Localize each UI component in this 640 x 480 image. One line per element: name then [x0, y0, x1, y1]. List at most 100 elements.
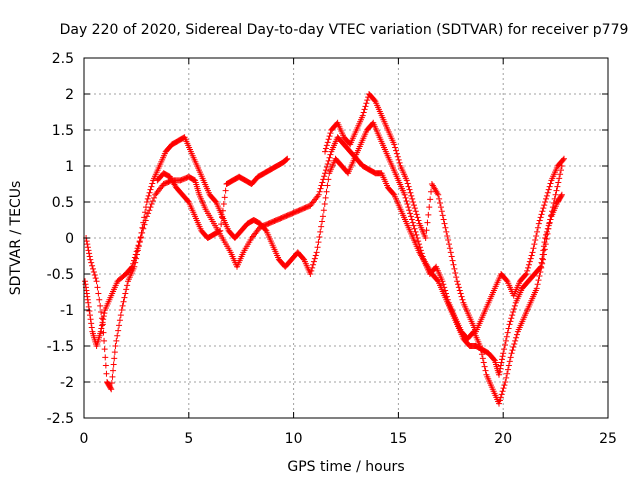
data-point [218, 221, 225, 228]
data-point [536, 217, 543, 224]
data-point [443, 290, 450, 297]
data-point [529, 249, 536, 256]
data-point [403, 197, 410, 204]
data-point [326, 133, 333, 140]
data-point [318, 223, 325, 230]
data-point [504, 370, 511, 377]
data-point [410, 222, 417, 229]
data-point [309, 264, 316, 271]
data-point [435, 191, 442, 198]
chart-title: Day 220 of 2020, Sidereal Day-to-day VTE… [60, 22, 629, 38]
data-point [528, 252, 535, 259]
data-point [191, 176, 198, 183]
data-point [533, 285, 540, 292]
data-point [504, 366, 511, 373]
data-point [392, 144, 399, 151]
data-point [322, 194, 329, 201]
data-point [406, 207, 413, 214]
data-point [545, 186, 552, 193]
data-point [364, 97, 371, 104]
data-point [401, 191, 408, 198]
data-point [283, 156, 290, 163]
y-tick-label: -2.5 [47, 411, 74, 427]
data-point [147, 186, 154, 193]
data-point [371, 97, 378, 104]
y-tick-label: -1 [60, 303, 74, 319]
data-point [508, 350, 515, 357]
data-point [442, 287, 449, 294]
data-point [140, 219, 147, 226]
data-point [326, 154, 333, 161]
data-point [502, 337, 509, 344]
data-point [455, 284, 462, 291]
data-point [317, 228, 324, 235]
data-point [136, 239, 143, 246]
x-tick-label: 20 [494, 431, 512, 447]
data-point [505, 325, 512, 332]
data-point [482, 367, 489, 374]
data-point [404, 201, 411, 208]
data-point [141, 214, 148, 221]
data-point [142, 204, 149, 211]
data-point [427, 196, 434, 203]
data-point [319, 179, 326, 186]
data-point [423, 227, 430, 234]
data-point [103, 370, 110, 377]
data-point [496, 397, 503, 404]
data-point [506, 358, 513, 365]
data-point [557, 171, 564, 178]
data-point [113, 337, 120, 344]
data-point [409, 195, 416, 202]
data-point [219, 207, 226, 214]
data-point [543, 236, 550, 243]
data-point [361, 106, 368, 113]
data-point [457, 290, 464, 297]
data-point [323, 164, 330, 171]
data-point [523, 271, 530, 277]
data-point [502, 379, 509, 385]
data-point [120, 298, 127, 305]
data-point [319, 213, 326, 220]
data-point [100, 329, 107, 336]
data-point [88, 259, 95, 266]
data-point [449, 257, 456, 264]
data-point [85, 299, 92, 306]
data-point [456, 287, 463, 294]
data-point [315, 191, 322, 198]
y-tick-label: 1.5 [52, 123, 74, 139]
data-point [511, 302, 518, 309]
data-point [327, 151, 334, 158]
data-point [325, 176, 332, 183]
x-axis-label: GPS time / hours [287, 459, 404, 475]
data-point [534, 224, 541, 231]
data-point [300, 255, 307, 262]
y-tick-label: -0.5 [47, 267, 74, 283]
data-point [527, 255, 534, 262]
data-point [132, 259, 139, 266]
data-point [412, 208, 419, 215]
data-point [511, 340, 518, 347]
data-point [510, 305, 517, 312]
data-point [315, 239, 322, 246]
data-point [146, 207, 153, 214]
data-point [443, 228, 450, 235]
data-point [500, 350, 507, 357]
data-point [503, 277, 510, 284]
data-point [86, 250, 93, 257]
data-point [123, 286, 130, 293]
data-point [445, 237, 452, 244]
data-point [307, 271, 314, 277]
data-point [478, 347, 485, 354]
data-point [540, 247, 547, 254]
data-point [314, 244, 321, 251]
data-point [543, 195, 550, 202]
data-point [184, 197, 191, 204]
data-point [143, 199, 150, 205]
data-point [534, 228, 541, 235]
data-point [454, 278, 461, 285]
data-point [558, 191, 565, 198]
x-tick-label: 5 [184, 431, 193, 447]
y-tick-label: 1 [65, 159, 74, 175]
x-tick-label: 15 [389, 431, 407, 447]
data-point [108, 380, 115, 387]
